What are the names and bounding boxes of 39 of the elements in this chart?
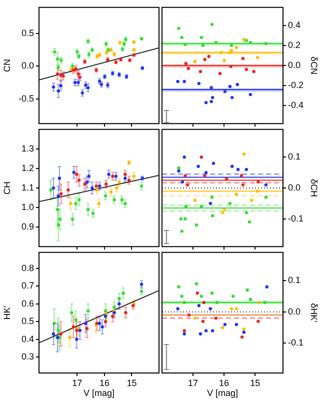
y-tick-label: 0.1: [288, 152, 301, 162]
x-tick-label: 15: [250, 378, 260, 388]
y-tick-label: 0.7: [21, 280, 34, 291]
y-tick-label: -0.4: [288, 100, 304, 110]
y-tick-label: -0.5: [18, 93, 34, 104]
y-axis-title: HK′: [2, 305, 12, 320]
y-tick-label: -0.2: [288, 80, 304, 90]
y-tick-label: 1.3: [21, 143, 34, 154]
y-tick-label: 0.9: [21, 222, 34, 232]
y-tick-label: 0.8: [21, 262, 34, 273]
y-tick-label: 0.1: [288, 275, 301, 286]
y-tick-label: 0.0: [288, 182, 301, 192]
y-axis-title: δCN: [309, 56, 320, 75]
y-tick-label: 0.0: [288, 60, 301, 70]
x-tick-label: 16: [219, 378, 230, 388]
y-axis-title: CH: [2, 182, 12, 194]
y-tick-label: 0.5: [21, 316, 34, 326]
x-tick-label: 17: [72, 378, 82, 388]
x-tick-label: 16: [99, 378, 110, 388]
y-tick-label: 0.5: [21, 28, 34, 38]
y-tick-label: 0.0: [288, 306, 301, 316]
y-tick-label: -0.1: [288, 338, 304, 348]
y-tick-label: -0.1: [288, 213, 304, 224]
y-tick-label: 0.2: [288, 40, 301, 50]
x-tick-label: 15: [126, 378, 137, 388]
y-tick-label: 0.3: [21, 352, 34, 362]
y-axis-title: δHK′: [309, 303, 320, 323]
y-tick-label: 0.4: [21, 334, 34, 344]
y-axis-title: δCH: [309, 178, 320, 198]
y-tick-label: 0.4: [288, 20, 301, 30]
x-axis-title: V [mag]: [206, 388, 238, 398]
y-tick-label: 0.0: [21, 60, 34, 71]
x-axis-title: V [mag]: [83, 388, 115, 398]
y-axis-title: CN: [2, 59, 12, 72]
y-tick-label: 1.1: [21, 182, 34, 192]
y-tick-label: 1.2: [21, 162, 34, 173]
x-tick-label: 17: [188, 378, 198, 388]
y-tick-label: 1.0: [21, 202, 34, 212]
y-tick-label: 0.6: [21, 298, 34, 308]
